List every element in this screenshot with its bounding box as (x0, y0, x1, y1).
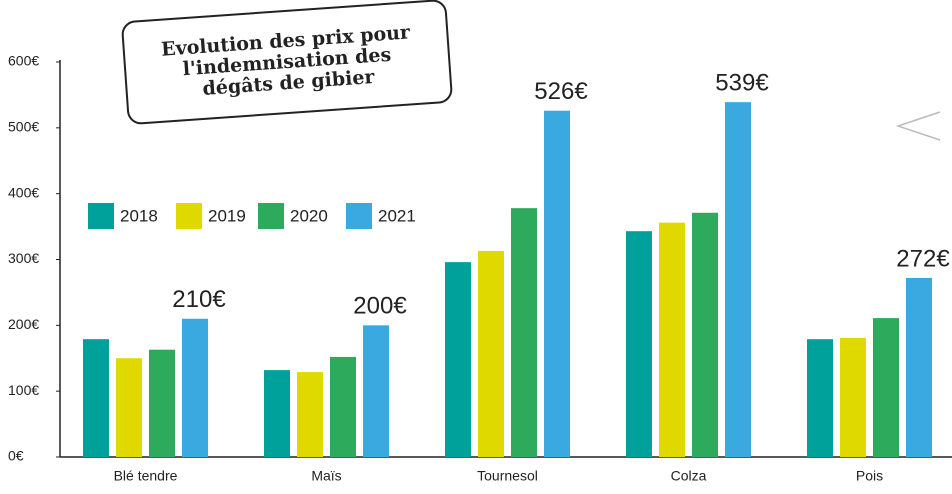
bar (807, 339, 833, 457)
bar (659, 222, 685, 457)
y-tick-label: 400€ (8, 184, 39, 200)
legend-swatch (258, 203, 284, 229)
bar (873, 318, 899, 457)
bar (840, 337, 866, 457)
value-label: 210€ (172, 286, 226, 313)
value-label: 539€ (715, 70, 769, 97)
bar (149, 349, 175, 457)
y-tick-label: 300€ (8, 250, 39, 266)
decoration (895, 111, 941, 141)
legend-label: 2020 (290, 206, 328, 225)
y-tick-label: 500€ (8, 119, 39, 135)
bar (297, 372, 323, 457)
legend-swatch (346, 203, 372, 229)
legend-label: 2018 (120, 206, 158, 225)
bar (906, 277, 932, 457)
bar (511, 208, 537, 457)
legend-label: 2019 (208, 206, 246, 225)
bar (445, 262, 471, 457)
bar (264, 370, 290, 457)
value-label: 526€ (534, 78, 588, 105)
x-tick-label: Tournesol (477, 468, 538, 484)
x-tick-label: Colza (671, 468, 707, 484)
x-tick-label: Pois (856, 468, 883, 484)
legend-swatch (88, 203, 114, 229)
bar (478, 250, 504, 457)
bar (363, 325, 389, 457)
chart-title: Evolution des prix pour l'indemnisation … (160, 20, 411, 100)
x-tick-label: Maïs (311, 468, 341, 484)
bar (330, 356, 356, 457)
legend-label: 2021 (378, 206, 416, 225)
bar (83, 339, 109, 457)
x-tick-label: Blé tendre (114, 468, 178, 484)
bar (544, 110, 570, 457)
value-label: 272€ (896, 245, 950, 272)
bar (182, 318, 208, 457)
bar (626, 231, 652, 457)
y-tick-label: 0€ (8, 448, 24, 464)
value-label: 200€ (353, 293, 407, 320)
bar (725, 102, 751, 458)
y-tick-label: 100€ (8, 382, 39, 398)
y-tick-label: 200€ (8, 316, 39, 332)
y-tick-label: 600€ (8, 53, 39, 69)
legend-swatch (176, 203, 202, 229)
bar (116, 358, 142, 457)
bar (692, 212, 718, 457)
